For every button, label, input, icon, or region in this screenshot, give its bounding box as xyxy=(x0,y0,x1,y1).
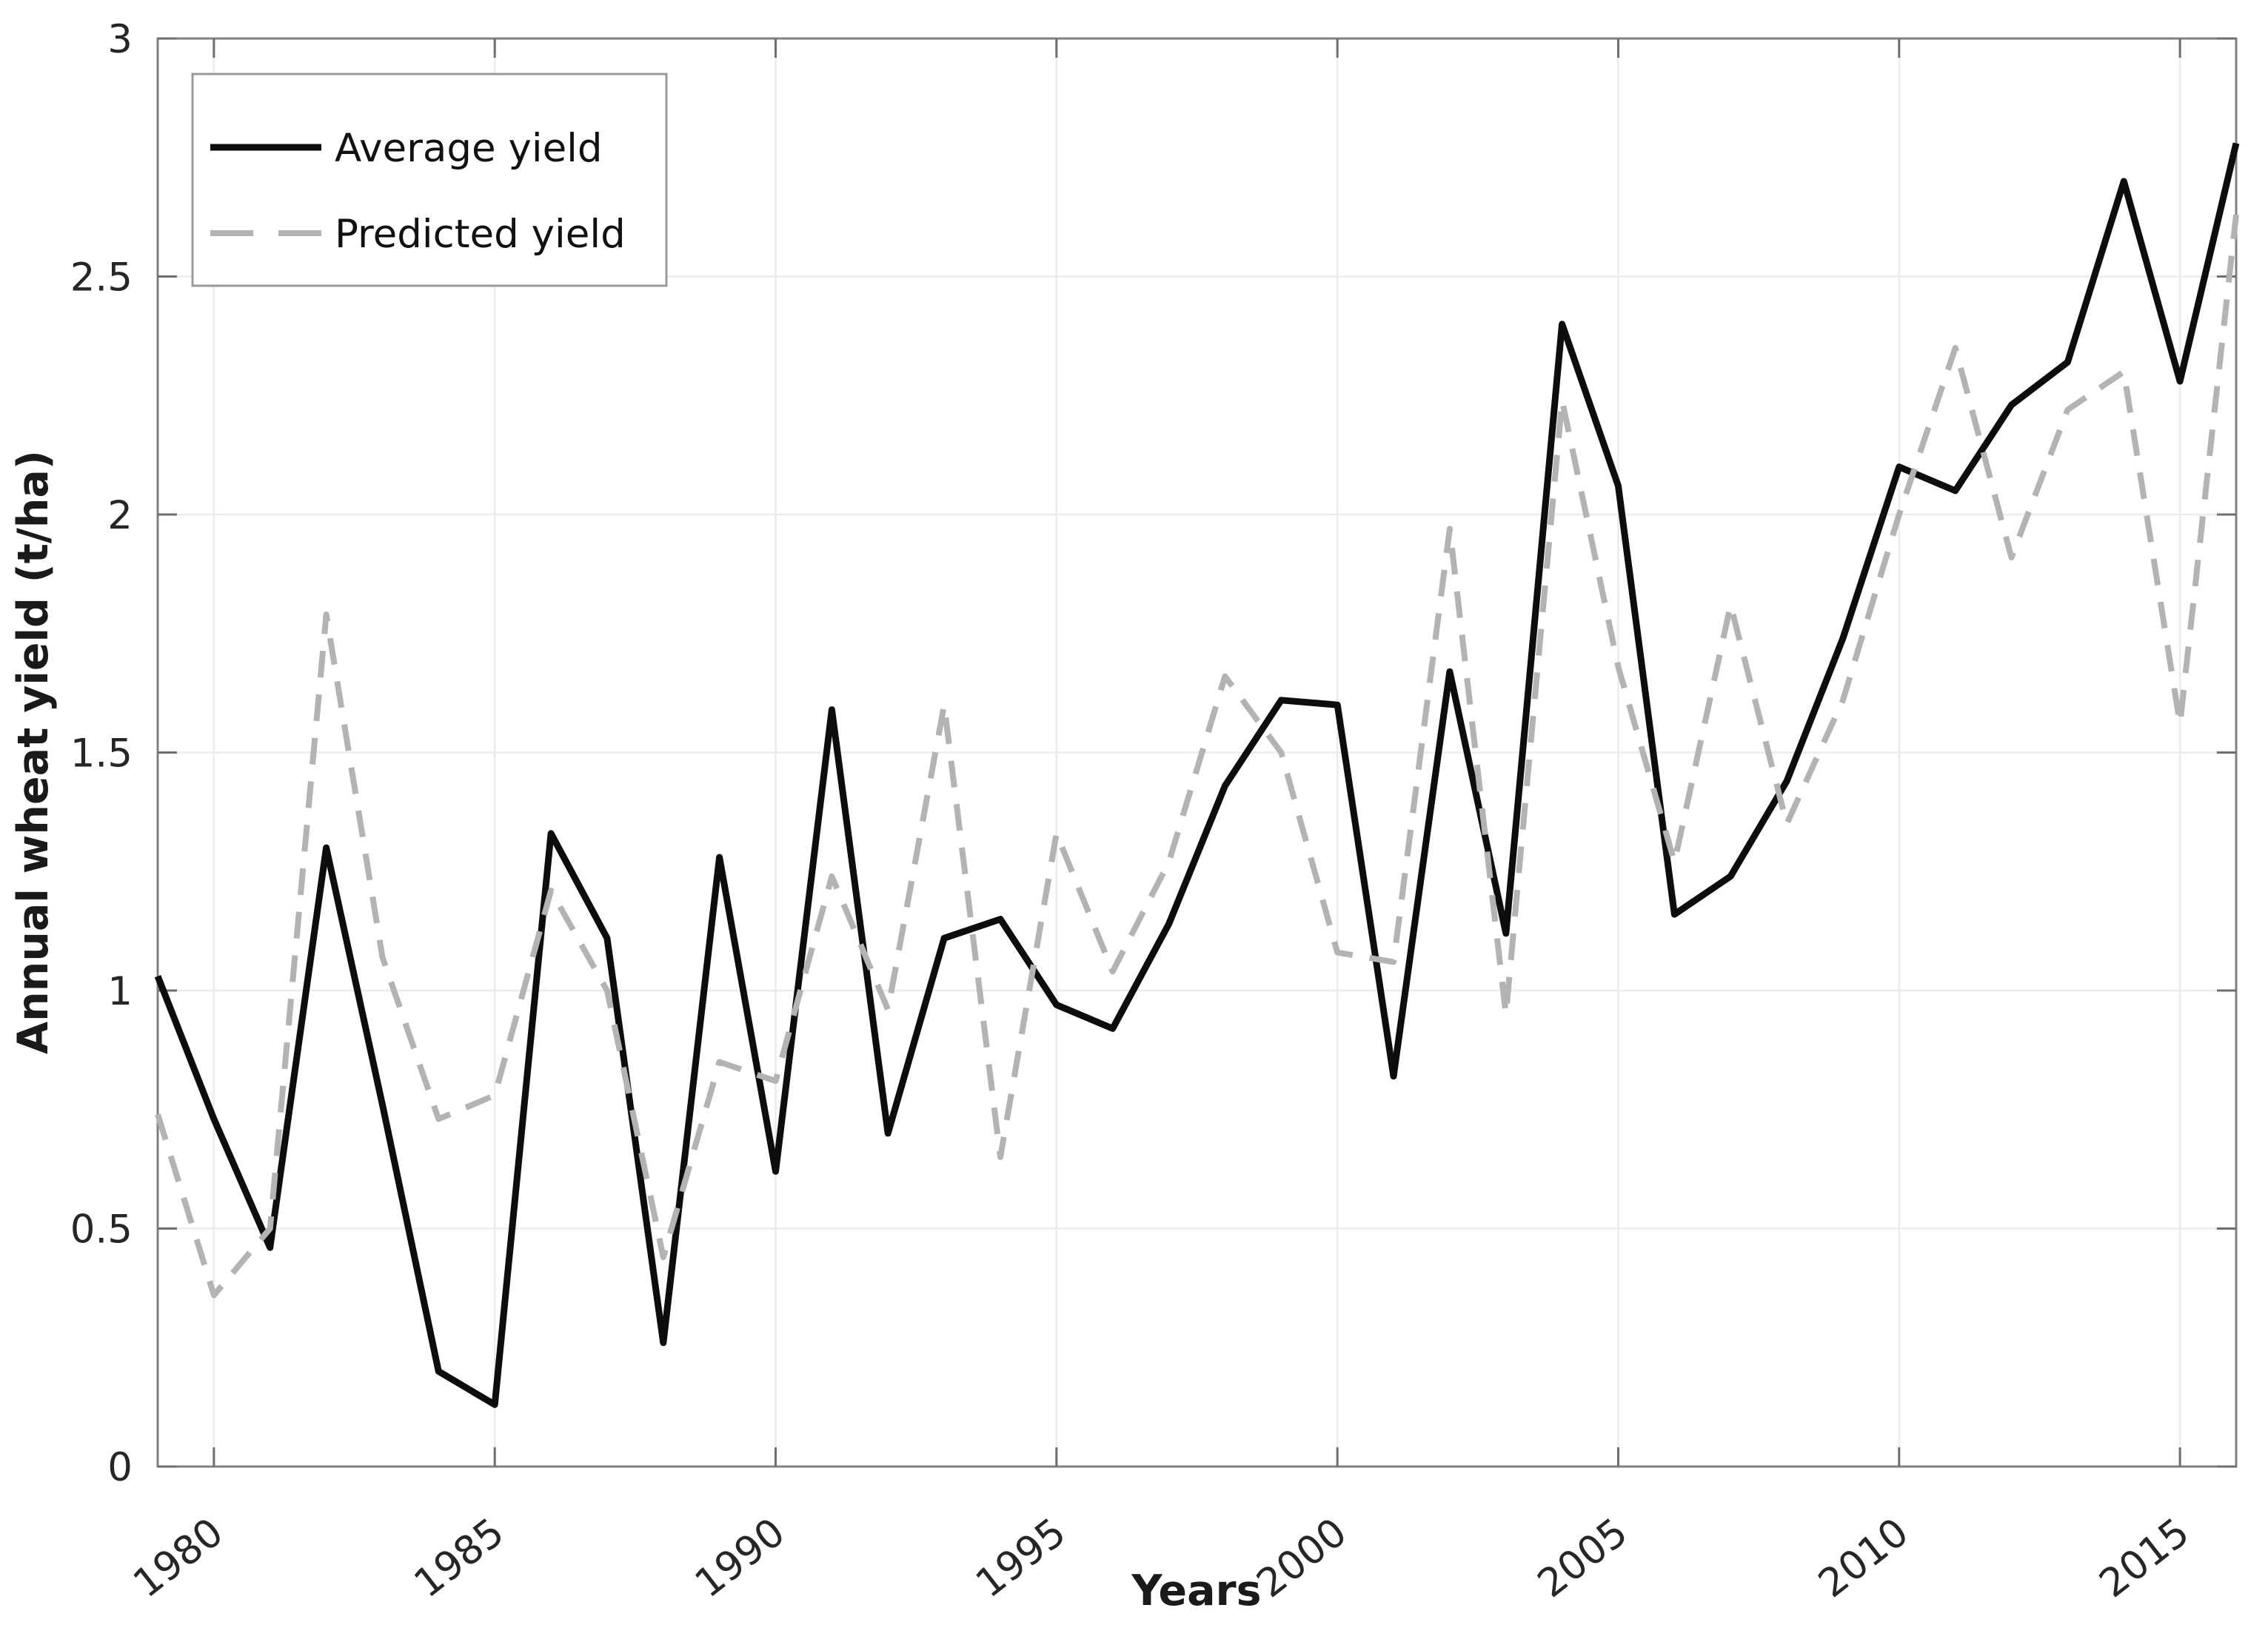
y-tick-label: 0.5 xyxy=(70,1207,133,1253)
x-tick-label: 1990 xyxy=(687,1509,794,1606)
plot-area: 0 0.5 1 1.5 2 2.5 3 1980 1985 1990 1995 2000 2005 201… xyxy=(70,17,2240,1606)
series-line-average-yield xyxy=(154,142,2240,1408)
y-tick-label: 3 xyxy=(107,17,133,62)
series-line-predicted-yield xyxy=(155,214,2239,1298)
y-tick-label: 2.5 xyxy=(70,255,133,301)
legend-label: Average yield xyxy=(335,126,603,171)
x-tick-label: 1980 xyxy=(125,1509,232,1606)
y-tick-label: 2 xyxy=(107,493,133,538)
x-tick-label: 2000 xyxy=(1248,1509,1355,1606)
y-tick-label: 1 xyxy=(107,969,133,1014)
x-tick-label: 1995 xyxy=(968,1509,1074,1606)
x-tick-label: 2015 xyxy=(2091,1509,2198,1606)
x-tick-label: 2010 xyxy=(1810,1509,1917,1606)
y-tick-label: 0 xyxy=(107,1445,133,1490)
x-tick-label: 1985 xyxy=(406,1509,512,1606)
x-tick-label: 2005 xyxy=(1530,1509,1636,1606)
legend-label: Predicted yield xyxy=(335,212,626,257)
legend-box xyxy=(191,73,668,287)
y-axis-label: Annual wheat yield (t/ha) xyxy=(9,450,58,1054)
x-axis-label: Years xyxy=(1131,1566,1261,1615)
y-tick-label: 1.5 xyxy=(70,731,133,777)
